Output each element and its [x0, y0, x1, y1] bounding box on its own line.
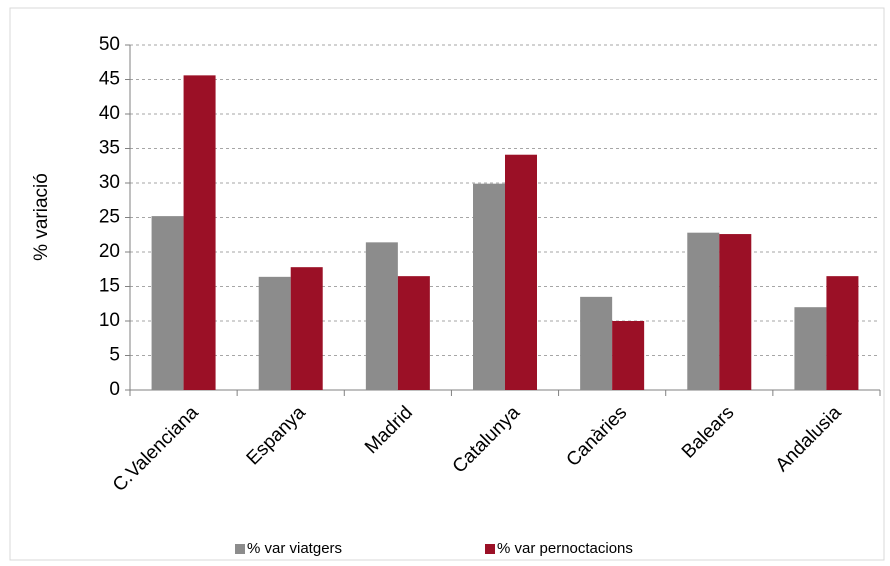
bar	[258, 276, 291, 390]
bar	[183, 75, 216, 391]
bar	[719, 234, 752, 390]
bar	[290, 267, 323, 390]
y-tick-label: 0	[109, 379, 120, 400]
y-tick-label: 15	[99, 276, 120, 297]
legend-swatch	[235, 544, 245, 554]
bar	[151, 216, 184, 390]
y-tick-label: 40	[99, 103, 120, 124]
bar	[794, 307, 827, 390]
y-tick-label: 30	[99, 172, 120, 193]
legend-swatch	[485, 544, 495, 554]
y-tick-label: 5	[109, 345, 120, 366]
y-tick-label: 50	[99, 34, 120, 55]
bar	[397, 276, 430, 390]
bar	[826, 276, 859, 390]
bar	[505, 154, 537, 390]
y-tick-label: 20	[99, 241, 120, 262]
legend-label: % var viatgers	[247, 540, 342, 557]
y-axis-label: % variació	[31, 173, 52, 261]
y-tick-label: 35	[99, 138, 120, 159]
bar	[365, 242, 398, 390]
y-tick-label: 45	[99, 69, 120, 90]
bar	[612, 321, 645, 390]
y-tick-label: 10	[99, 310, 120, 331]
bar	[580, 296, 613, 390]
bar	[687, 232, 720, 390]
legend-label: % var pernoctacions	[497, 540, 633, 557]
bar	[473, 183, 505, 390]
y-tick-label: 25	[99, 207, 120, 228]
legend: % var viatgers % var pernoctacions	[235, 540, 633, 557]
